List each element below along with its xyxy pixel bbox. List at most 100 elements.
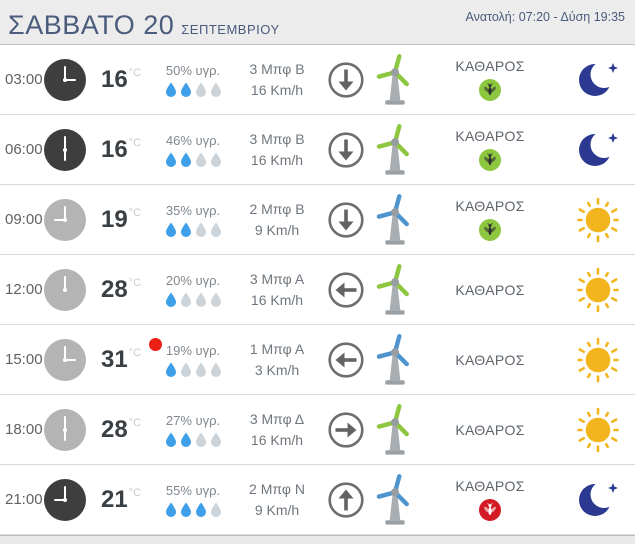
humidity-drop-icon (195, 431, 206, 447)
time-label: 03:00 (5, 71, 43, 88)
clock-icon (44, 478, 86, 521)
mosquito-badge (479, 79, 501, 101)
clock-center-dot (63, 357, 67, 362)
wind-direction-cell (322, 45, 370, 114)
wind-force-label: 3 Μπφ Α (249, 270, 305, 287)
wind-cell: 2 Μπφ Ν 9 Km/h (232, 465, 322, 534)
forecast-row: 03:00 16 °C 50% υγρ. 3 Μπφ Β 16 K (0, 45, 635, 115)
wind-direction-cell (322, 465, 370, 534)
wind-turbine-icon (376, 473, 409, 525)
forecast-rows: 03:00 16 °C 50% υγρ. 3 Μπφ Β 16 K (0, 45, 635, 535)
humidity-drops (165, 431, 222, 447)
humidity-drop-icon (195, 81, 206, 97)
wind-cell: 3 Μπφ Β 16 Km/h (232, 115, 322, 184)
condition-cell: ΚΑΘΑΡΟΣ (420, 465, 560, 534)
time-label: 21:00 (5, 491, 43, 508)
mosquito-badge (479, 149, 501, 171)
condition-label: ΚΑΘΑΡΟΣ (455, 198, 525, 214)
wind-cell: 2 Μπφ Β 9 Km/h (232, 185, 322, 254)
mosquito-badge (479, 219, 501, 241)
wind-direction-icon (328, 131, 364, 168)
humidity-drop-icon (165, 431, 176, 447)
wind-force-label: 3 Μπφ Δ (249, 410, 305, 427)
wind-force-label: 2 Μπφ Β (249, 200, 305, 217)
clock-cell (42, 115, 88, 184)
temperature-cell: 16 °C (88, 115, 154, 184)
turbine-cell (370, 325, 420, 394)
clock-minute-hand (64, 135, 66, 150)
wind-speed-label: 3 Km/h (254, 361, 300, 378)
humidity-drops (165, 291, 222, 307)
forecast-row: 18:00 28 °C 27% υγρ. 3 Μπφ Δ 16 K (0, 395, 635, 465)
humidity-cell: 55% υγρ. (154, 465, 232, 534)
wind-cell: 3 Μπφ Β 16 Km/h (232, 45, 322, 114)
clock-cell (42, 185, 88, 254)
humidity-drop-icon (210, 81, 221, 97)
temperature-value: 28 (100, 275, 128, 303)
temperature-value: 16 (100, 135, 128, 163)
sky-cell (560, 185, 635, 254)
forecast-header: ΣΑΒΒΑΤΟ 20 ΣΕΠΤΕΜΒΡΙΟΥ Ανατολή: 07:20 - … (0, 0, 635, 45)
humidity-drop-icon (165, 81, 176, 97)
sky-cell (560, 255, 635, 324)
wind-cell: 3 Μπφ Δ 16 Km/h (232, 395, 322, 464)
humidity-drop-icon (210, 291, 221, 307)
wind-direction-cell (322, 325, 370, 394)
humidity-label: 27% υγρ. (165, 412, 221, 428)
wind-force-label: 1 Μπφ Α (249, 340, 305, 357)
wind-direction-icon (328, 411, 364, 448)
humidity-drop-icon (195, 291, 206, 307)
humidity-drop-icon (180, 291, 191, 307)
moon-icon (578, 130, 618, 166)
clock-icon (44, 408, 86, 451)
wind-direction-icon (328, 61, 364, 98)
forecast-row: 12:00 28 °C 20% υγρ. 3 Μπφ Α 16 K (0, 255, 635, 325)
day-label: ΣΑΒΒΑΤΟ 20 (8, 10, 175, 40)
clock-cell (42, 255, 88, 324)
clock-icon (44, 198, 86, 241)
temperature-unit: °C (128, 346, 142, 359)
turbine-cell (370, 255, 420, 324)
clock-center-dot (63, 497, 67, 502)
forecast-row: 15:00 31 °C 19% υγρ. 1 Μπφ Α 3 Km (0, 325, 635, 395)
time-label: 06:00 (5, 141, 43, 158)
clock-center-dot (63, 427, 67, 432)
condition-label: ΚΑΘΑΡΟΣ (455, 128, 525, 144)
humidity-drop-icon (180, 151, 191, 167)
humidity-drops (165, 361, 222, 377)
temperature-unit: °C (128, 66, 142, 79)
mosquito-badge (479, 499, 501, 521)
temperature-unit: °C (128, 136, 142, 149)
clock-cell (42, 325, 88, 394)
sky-cell (560, 325, 635, 394)
clock-cell (42, 465, 88, 534)
humidity-label: 20% υγρ. (165, 272, 221, 288)
temperature-cell: 19 °C (88, 185, 154, 254)
humidity-drop-icon (165, 501, 176, 517)
humidity-label: 19% υγρ. (165, 342, 221, 358)
humidity-label: 55% υγρ. (165, 482, 221, 498)
turbine-cell (370, 115, 420, 184)
temperature-cell: 28 °C (88, 255, 154, 324)
humidity-drops (165, 81, 222, 97)
condition-cell: ΚΑΘΑΡΟΣ (420, 185, 560, 254)
max-temp-dot (149, 338, 162, 351)
temperature-cell: 21 °C (88, 465, 154, 534)
wind-speed-label: 16 Km/h (250, 151, 304, 168)
wind-cell: 3 Μπφ Α 16 Km/h (232, 255, 322, 324)
humidity-drop-icon (180, 431, 191, 447)
humidity-cell: 19% υγρ. (154, 325, 232, 394)
humidity-drop-icon (195, 221, 206, 237)
temperature-cell: 28 °C (88, 395, 154, 464)
sun-icon (576, 407, 619, 452)
forecast-row: 06:00 16 °C 46% υγρ. 3 Μπφ Β 16 K (0, 115, 635, 185)
condition-cell: ΚΑΘΑΡΟΣ (420, 325, 560, 394)
wind-direction-icon (328, 271, 364, 308)
humidity-label: 50% υγρ. (165, 62, 221, 78)
humidity-drop-icon (165, 151, 176, 167)
wind-turbine-icon (376, 403, 409, 455)
clock-cell (42, 395, 88, 464)
forecast-row: 09:00 19 °C 35% υγρ. 2 Μπφ Β 9 Km (0, 185, 635, 255)
wind-force-label: 3 Μπφ Β (249, 60, 305, 77)
wind-speed-label: 16 Km/h (250, 291, 304, 308)
